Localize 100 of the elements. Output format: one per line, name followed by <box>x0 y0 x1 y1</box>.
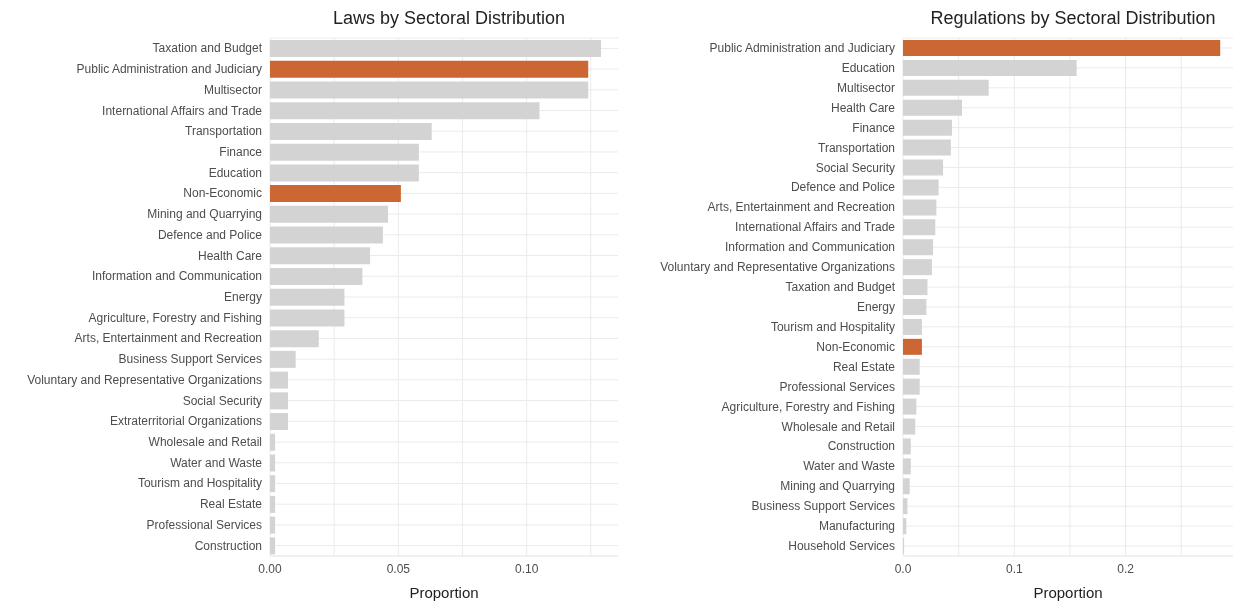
bar <box>903 119 952 136</box>
bar <box>270 81 589 99</box>
bar <box>903 99 962 116</box>
y-tick-label: Energy <box>223 290 262 304</box>
y-tick-label: Water and Waste <box>170 455 263 470</box>
y-tick-label: Information and Communication <box>91 269 262 284</box>
y-tick-label: Public Administration and Judiciary <box>709 40 895 55</box>
bar <box>903 59 1077 76</box>
bar <box>903 259 932 276</box>
y-tick-label: Extraterritorial Organizations <box>109 414 262 429</box>
y-tick-label: Real Estate <box>832 359 896 374</box>
bar <box>903 458 911 475</box>
bar <box>903 498 908 515</box>
y-tick-label: Wholesale and Retail <box>781 419 895 434</box>
bar <box>270 309 345 327</box>
y-tick-label: Information and Communication <box>724 240 895 255</box>
bar <box>903 239 934 256</box>
bar <box>903 199 937 216</box>
bar <box>903 418 916 435</box>
bar <box>270 185 401 203</box>
y-tick-label: Finance <box>219 144 263 159</box>
bar <box>270 60 589 78</box>
bar <box>270 392 288 410</box>
y-tick-label: Transportation <box>185 124 262 139</box>
y-tick-label: Business Support Services <box>118 352 262 367</box>
y-tick-label: Voluntary and Representative Organizations <box>660 260 895 275</box>
y-tick-label: International Affairs and Trade <box>102 103 263 118</box>
y-tick-label: Arts, Entertainment and Recreation <box>707 200 895 215</box>
bar <box>903 358 920 375</box>
bar <box>270 495 276 513</box>
y-tick-label: Construction <box>194 538 262 553</box>
bar <box>903 398 917 415</box>
x-tick-label: 0.05 <box>386 561 411 576</box>
bar <box>270 143 419 161</box>
y-tick-label: Mining and Quarrying <box>780 479 895 494</box>
y-tick-label: Agriculture, Forestry and Fishing <box>88 310 262 325</box>
y-tick-label: Taxation and Budget <box>785 280 896 295</box>
y-tick-label: Voluntary and Representative Organizations <box>27 372 262 387</box>
bar <box>903 338 922 355</box>
bar <box>270 226 383 244</box>
y-tick-label: Defence and Police <box>790 180 896 195</box>
bar <box>270 350 296 368</box>
bar <box>270 454 276 472</box>
bar <box>903 298 927 315</box>
bar <box>903 159 944 176</box>
bar <box>270 371 288 389</box>
y-tick-label: Tourism and Hospitality <box>137 476 262 491</box>
y-tick-label: Energy <box>856 299 895 314</box>
x-tick-label: 0.0 <box>894 561 912 576</box>
chart-title: Regulations by Sectoral Distribution <box>929 8 1217 30</box>
y-tick-label: Multisector <box>203 82 262 97</box>
y-tick-label: Non-Economic <box>816 339 895 354</box>
bar <box>903 478 910 495</box>
x-tick-label: 0.1 <box>1005 561 1023 576</box>
y-tick-label: Household Services <box>788 539 895 554</box>
y-tick-label: Defence and Police <box>157 227 263 242</box>
bar <box>270 205 389 223</box>
y-tick-label: Multisector <box>836 80 895 95</box>
y-tick-label: Tourism and Hospitality <box>770 319 895 334</box>
bar <box>903 139 951 156</box>
x-tick-label: 0.00 <box>258 561 282 576</box>
bar <box>903 318 922 335</box>
y-tick-label: Professional Services <box>779 379 895 394</box>
y-tick-label: Health Care <box>830 100 896 115</box>
bar <box>270 537 276 555</box>
bar <box>903 438 911 455</box>
bar <box>903 39 1221 56</box>
y-tick-label: Transportation <box>818 140 895 155</box>
bar <box>270 433 276 451</box>
y-tick-label: Construction <box>827 439 895 454</box>
chart-title: Laws by Sectoral Distribution <box>331 8 567 30</box>
bar <box>903 518 907 535</box>
bar <box>270 516 276 534</box>
x-axis-title: Proportion <box>1033 584 1103 601</box>
bar <box>270 267 363 285</box>
bar <box>270 102 540 120</box>
y-tick-label: Water and Waste <box>803 459 896 474</box>
y-tick-label: Manufacturing <box>818 519 895 534</box>
y-tick-label: Business Support Services <box>751 499 895 514</box>
y-tick-label: Wholesale and Retail <box>148 435 262 450</box>
bar <box>270 40 602 58</box>
y-tick-label: Social Security <box>182 393 262 408</box>
y-tick-label: International Affairs and Trade <box>735 220 896 235</box>
bar <box>270 122 432 140</box>
bar <box>903 79 989 96</box>
bar <box>270 413 288 431</box>
bar <box>903 219 936 236</box>
y-tick-label: Agriculture, Forestry and Fishing <box>721 399 895 414</box>
y-tick-label: Health Care <box>197 248 263 263</box>
x-tick-label: 0.2 <box>1117 561 1135 576</box>
x-tick-label: 0.10 <box>514 561 539 576</box>
y-tick-label: Professional Services <box>146 517 262 532</box>
y-tick-label: Mining and Quarrying <box>147 207 262 222</box>
y-tick-label: Real Estate <box>199 497 263 512</box>
bar <box>903 378 920 395</box>
x-axis-title: Proportion <box>409 584 479 601</box>
y-tick-label: Education <box>208 165 262 180</box>
y-tick-label: Education <box>841 60 895 75</box>
y-tick-label: Non-Economic <box>183 186 262 201</box>
bar <box>270 164 419 182</box>
